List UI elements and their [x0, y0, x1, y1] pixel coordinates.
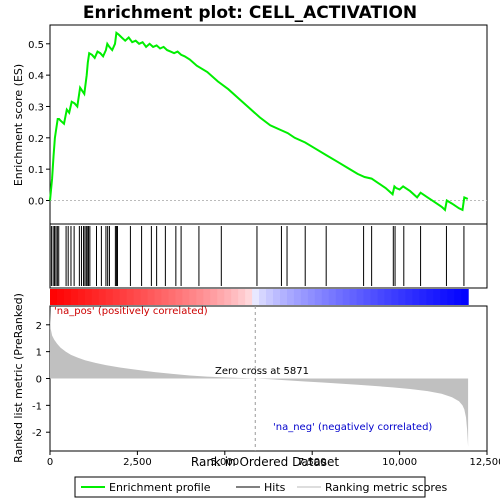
- ranking-color-bar: [50, 289, 469, 305]
- color-bar-segment: [63, 289, 72, 305]
- es-ytick-label: 0.1: [28, 165, 44, 176]
- color-bar-segment: [77, 289, 86, 305]
- color-bar-segment: [56, 289, 65, 305]
- x-tick-label: 10,000: [382, 457, 417, 468]
- enrichment-profile-line: [49, 30, 469, 212]
- legend-profile-label: Enrichment profile: [109, 481, 211, 494]
- x-tick-label: 12,500: [470, 457, 500, 468]
- color-bar-segment: [112, 289, 121, 305]
- x-tick-label: 7,500: [298, 457, 327, 468]
- es-axis: 0.0 0.1 0.2 0.3 0.4 0.5: [28, 40, 487, 207]
- ranked-ytick-label: 2: [36, 321, 42, 332]
- ranked-ytick-label: 1: [36, 348, 42, 359]
- color-bar-segment: [307, 289, 316, 305]
- color-bar-segment: [224, 289, 232, 305]
- color-bar-segment: [356, 289, 365, 305]
- color-bar-segment: [286, 289, 295, 305]
- color-bar-segment: [245, 289, 253, 305]
- es-ytick-label: 0.4: [28, 71, 44, 82]
- color-bar-segment: [377, 289, 386, 305]
- color-bar-segment: [259, 289, 267, 305]
- color-bar-segment: [238, 289, 246, 305]
- color-bar-segment: [384, 289, 393, 305]
- color-bar-segment: [133, 289, 142, 305]
- color-bar-segment: [182, 289, 190, 305]
- zero-cross-label: Zero cross at 5871: [215, 366, 309, 377]
- color-bar-segment: [405, 289, 413, 305]
- color-bar-segment: [119, 289, 128, 305]
- es-ytick-label: 0.2: [28, 134, 44, 145]
- color-bar-segment: [314, 289, 323, 305]
- color-bar-segment: [70, 289, 79, 305]
- neg-label: 'na_neg' (negatively correlated): [273, 422, 432, 433]
- es-ytick-label: 0.5: [28, 40, 44, 51]
- ranking-metric-area: [50, 310, 469, 447]
- ranked-ylabel: Ranked list metric (PreRanked): [12, 293, 25, 463]
- color-bar-segment: [266, 289, 274, 305]
- chart-title: Enrichment plot: CELL_ACTIVATION: [83, 3, 417, 23]
- color-bar-segment: [231, 289, 239, 305]
- color-bar-segment: [126, 289, 135, 305]
- color-bar-segment: [447, 289, 455, 305]
- ranked-ytick-label: 0: [36, 375, 42, 386]
- ranked-ytick-label: -1: [32, 401, 42, 412]
- color-bar-segment: [168, 289, 177, 305]
- color-bar-segment: [412, 289, 420, 305]
- color-bar-segment: [189, 289, 197, 305]
- color-bar-segment: [272, 289, 281, 305]
- es-ytick-label: 0.3: [28, 102, 44, 113]
- color-bar-segment: [398, 289, 407, 305]
- color-bar-segment: [147, 289, 156, 305]
- color-bar-segment: [84, 289, 93, 305]
- hits-panel: [49, 223, 488, 289]
- color-bar-segment: [161, 289, 170, 305]
- color-bar-segment: [293, 289, 302, 305]
- color-bar-segment: [175, 289, 184, 305]
- color-bar-segment: [105, 289, 114, 305]
- x-axis-label: Rank in Ordered Dataset: [191, 455, 339, 469]
- x-axis: 0 2,500 5,000 7,500 10,000 12,500: [47, 451, 500, 468]
- color-bar-segment: [300, 289, 309, 305]
- color-bar-segment: [328, 289, 337, 305]
- color-bar-segment: [210, 289, 218, 305]
- color-bar-segment: [363, 289, 372, 305]
- color-bar-segment: [203, 289, 211, 305]
- ranked-axis: -2 -1 0 1 2: [32, 321, 50, 439]
- color-bar-segment: [154, 289, 163, 305]
- color-bar-segment: [98, 289, 107, 305]
- color-bar-segment: [391, 289, 400, 305]
- legend-metric-label: Ranking metric scores: [325, 481, 447, 494]
- color-bar-segment: [252, 289, 260, 305]
- color-bar-segment: [349, 289, 358, 305]
- color-bar-segment: [370, 289, 379, 305]
- color-bar-segment: [91, 289, 100, 305]
- color-bar-segment: [321, 289, 330, 305]
- color-bar-segment: [433, 289, 441, 305]
- color-bar-segment: [419, 289, 427, 305]
- x-tick-label: 2,500: [123, 457, 152, 468]
- color-bar-segment: [217, 289, 225, 305]
- color-bar-segment: [454, 289, 462, 305]
- es-ytick-label: 0.0: [28, 196, 44, 207]
- color-bar-segment: [140, 289, 149, 305]
- x-tick-label: 0: [47, 457, 53, 468]
- es-ylabel: Enrichment score (ES): [12, 64, 25, 186]
- color-bar-segment: [426, 289, 434, 305]
- legend-hits-label: Hits: [264, 481, 286, 494]
- color-bar-segment: [279, 289, 288, 305]
- color-bar-segment: [196, 289, 204, 305]
- color-bar-segment: [335, 289, 344, 305]
- hits-marks: [50, 226, 465, 286]
- color-bar-segment: [342, 289, 351, 305]
- color-bar-segment: [440, 289, 448, 305]
- pos-label: 'na_pos' (positively correlated): [54, 306, 208, 317]
- ranked-ytick-label: -2: [32, 428, 42, 439]
- color-bar-segment: [461, 289, 469, 305]
- x-tick-label: 5,000: [210, 457, 239, 468]
- color-bar-segment: [50, 289, 58, 305]
